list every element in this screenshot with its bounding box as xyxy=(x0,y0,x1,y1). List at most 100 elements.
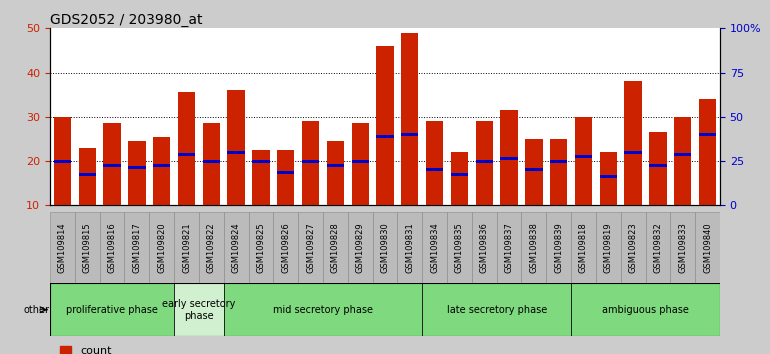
Bar xyxy=(326,141,344,205)
Bar xyxy=(422,212,447,283)
Text: GSM109840: GSM109840 xyxy=(703,222,712,273)
Text: GSM109817: GSM109817 xyxy=(132,222,142,273)
Bar xyxy=(227,90,245,205)
Bar xyxy=(600,175,617,178)
Text: GSM109819: GSM109819 xyxy=(604,222,613,273)
Bar xyxy=(624,151,641,154)
Bar xyxy=(649,132,667,205)
Bar xyxy=(153,137,170,205)
Text: GSM109820: GSM109820 xyxy=(157,222,166,273)
Text: early secretory
phase: early secretory phase xyxy=(162,299,236,321)
Bar xyxy=(302,160,320,162)
Bar xyxy=(149,212,174,283)
Bar xyxy=(54,160,71,162)
Text: GSM109828: GSM109828 xyxy=(331,222,340,273)
Bar xyxy=(99,212,125,283)
Bar xyxy=(377,46,393,205)
Bar xyxy=(352,124,369,205)
Bar xyxy=(352,160,369,162)
Bar xyxy=(571,212,596,283)
Bar xyxy=(253,160,270,162)
Bar xyxy=(277,171,294,174)
Text: GSM109830: GSM109830 xyxy=(380,222,390,273)
Bar xyxy=(128,141,146,205)
Text: GSM109818: GSM109818 xyxy=(579,222,588,273)
Bar xyxy=(54,117,71,205)
Bar xyxy=(401,133,419,136)
Text: GSM109827: GSM109827 xyxy=(306,222,315,273)
Text: late secretory phase: late secretory phase xyxy=(447,305,547,315)
Bar xyxy=(600,152,617,205)
Bar xyxy=(199,212,224,283)
Bar xyxy=(224,212,249,283)
Bar xyxy=(174,283,224,336)
Bar xyxy=(227,151,245,154)
Text: GSM109834: GSM109834 xyxy=(430,222,439,273)
Bar xyxy=(447,212,472,283)
Bar xyxy=(128,166,146,169)
Bar xyxy=(348,212,373,283)
Bar xyxy=(103,164,121,167)
Text: GSM109837: GSM109837 xyxy=(504,222,514,273)
Bar xyxy=(674,117,691,205)
Bar xyxy=(79,148,96,205)
Bar xyxy=(596,212,621,283)
Bar xyxy=(298,212,323,283)
Bar xyxy=(521,212,546,283)
Text: GSM109826: GSM109826 xyxy=(281,222,290,273)
Text: GSM109814: GSM109814 xyxy=(58,222,67,273)
Bar xyxy=(422,283,571,336)
Bar xyxy=(674,153,691,156)
Text: proliferative phase: proliferative phase xyxy=(66,305,158,315)
Bar xyxy=(50,283,174,336)
Bar xyxy=(450,173,468,176)
Bar xyxy=(125,212,149,283)
Legend: count, percentile rank within the sample: count, percentile rank within the sample xyxy=(55,342,273,354)
Bar xyxy=(546,212,571,283)
Text: GSM109824: GSM109824 xyxy=(232,222,241,273)
Text: GSM109815: GSM109815 xyxy=(82,222,92,273)
Text: GSM109835: GSM109835 xyxy=(455,222,464,273)
Bar xyxy=(178,92,196,205)
Bar xyxy=(699,133,716,136)
Bar xyxy=(525,139,543,205)
Bar xyxy=(426,121,444,205)
Text: GSM109839: GSM109839 xyxy=(554,222,563,273)
Bar xyxy=(649,164,667,167)
Bar xyxy=(695,212,720,283)
Text: GSM109829: GSM109829 xyxy=(356,222,365,273)
Text: mid secretory phase: mid secretory phase xyxy=(273,305,373,315)
Bar xyxy=(624,81,641,205)
Bar xyxy=(450,152,468,205)
Bar xyxy=(699,99,716,205)
Bar xyxy=(224,283,422,336)
Bar xyxy=(277,150,294,205)
Bar xyxy=(550,139,567,205)
Text: GSM109825: GSM109825 xyxy=(256,222,266,273)
Bar xyxy=(203,124,220,205)
Text: GSM109833: GSM109833 xyxy=(678,222,688,273)
Bar xyxy=(377,135,393,138)
Text: GDS2052 / 203980_at: GDS2052 / 203980_at xyxy=(50,13,203,27)
Bar xyxy=(472,212,497,283)
Bar xyxy=(476,121,493,205)
Text: GSM109822: GSM109822 xyxy=(207,222,216,273)
Bar xyxy=(273,212,298,283)
Bar xyxy=(178,153,196,156)
Text: ambiguous phase: ambiguous phase xyxy=(602,305,689,315)
Bar xyxy=(621,212,645,283)
Bar xyxy=(174,212,199,283)
Text: GSM109816: GSM109816 xyxy=(108,222,116,273)
Bar xyxy=(203,160,220,162)
Bar xyxy=(426,169,444,171)
Text: GSM109821: GSM109821 xyxy=(182,222,191,273)
Bar xyxy=(103,124,121,205)
Bar xyxy=(79,173,96,176)
Text: GSM109832: GSM109832 xyxy=(654,222,662,273)
Bar xyxy=(500,110,517,205)
Bar xyxy=(525,169,543,171)
Bar xyxy=(373,212,397,283)
Bar xyxy=(75,212,99,283)
Text: GSM109838: GSM109838 xyxy=(529,222,538,273)
Bar xyxy=(550,160,567,162)
